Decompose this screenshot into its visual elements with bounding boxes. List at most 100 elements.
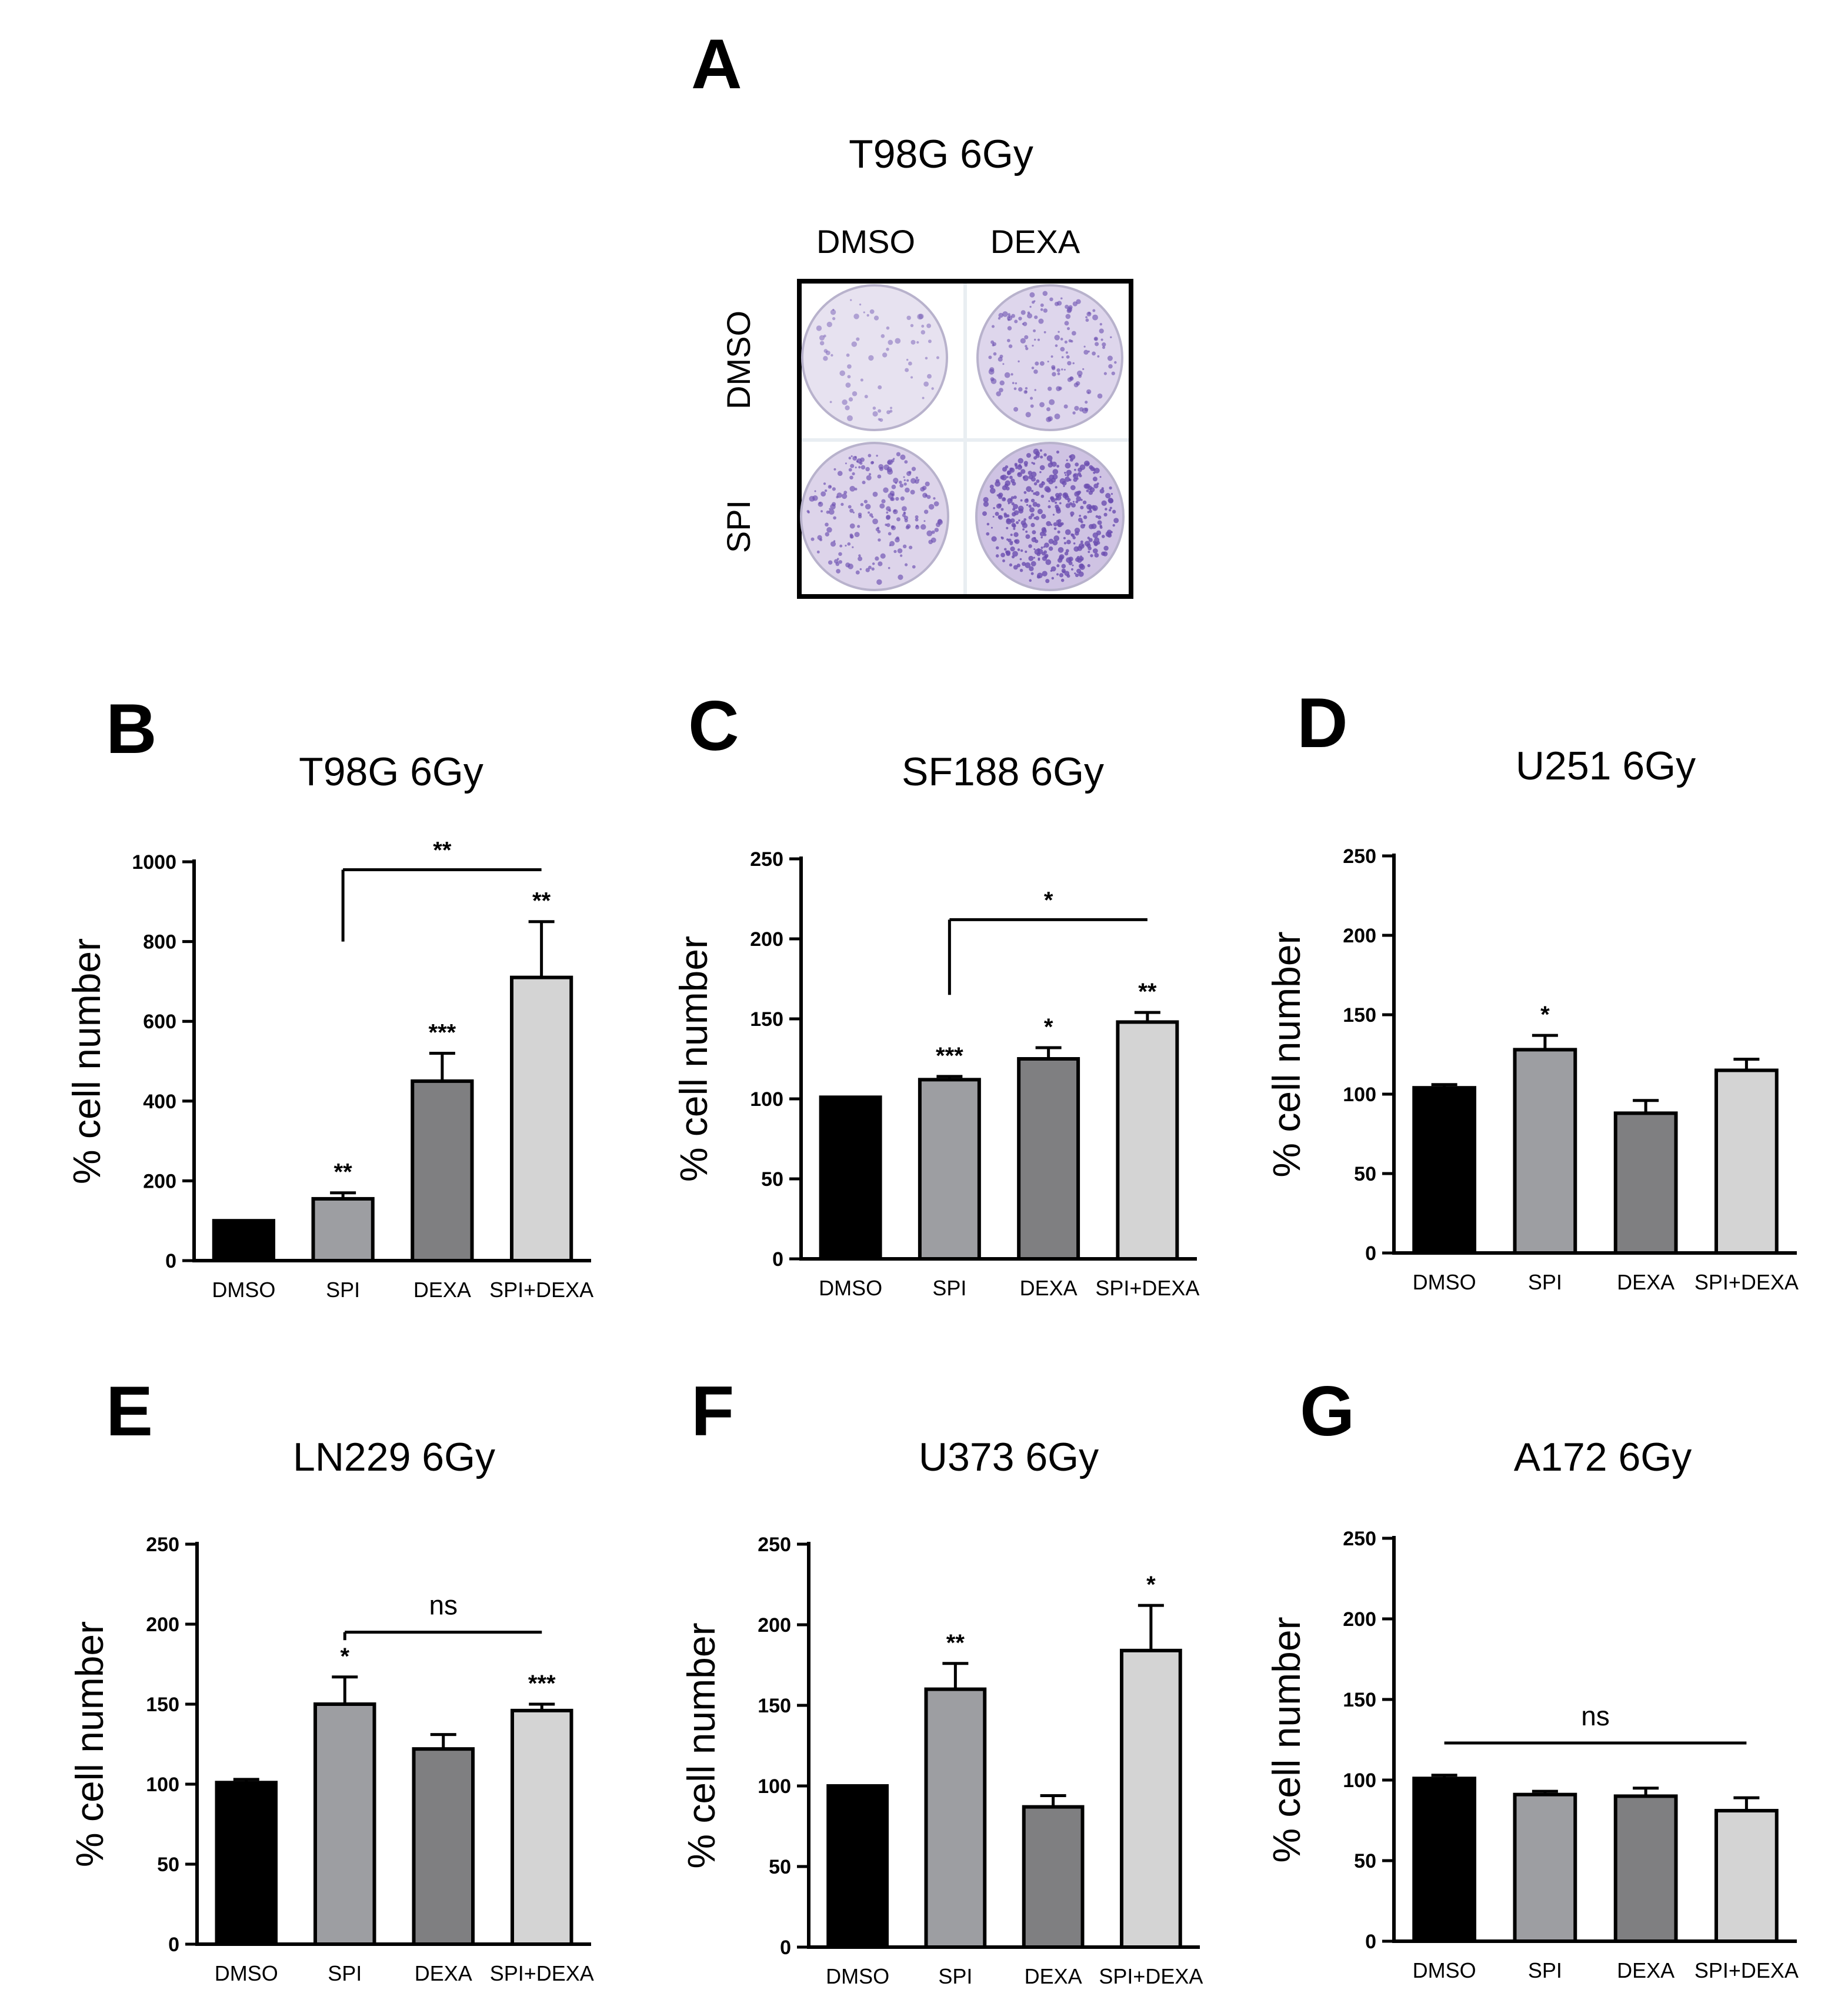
colony-dot bbox=[1082, 368, 1085, 371]
bar-spi-dexa bbox=[1714, 1068, 1779, 1255]
colony-dot bbox=[860, 503, 864, 506]
colony-dot bbox=[1010, 373, 1013, 376]
colony-dot bbox=[905, 487, 910, 493]
colony-dot bbox=[1055, 504, 1059, 509]
colony-dot bbox=[850, 464, 855, 468]
colony-dot bbox=[1051, 365, 1056, 369]
colony-dot bbox=[1039, 402, 1045, 408]
significance-label: *** bbox=[936, 1043, 963, 1069]
colony-dot bbox=[912, 565, 916, 569]
colony-dot bbox=[1109, 506, 1112, 509]
colony-dot bbox=[1025, 346, 1029, 351]
colony-dot bbox=[826, 321, 832, 328]
colony-dot bbox=[847, 542, 851, 546]
colony-dot bbox=[1070, 511, 1075, 516]
colony-dot bbox=[992, 515, 995, 518]
colony-dot bbox=[1006, 518, 1011, 523]
colony-dot bbox=[845, 382, 851, 388]
colony-dot bbox=[860, 378, 863, 382]
y-axis-label: % cell number bbox=[679, 1622, 723, 1868]
y-tick-label: 50 bbox=[769, 1856, 791, 1878]
colony-dot bbox=[995, 479, 1000, 484]
colony-dot bbox=[1099, 476, 1102, 478]
colony-dot bbox=[880, 553, 886, 559]
colony-dot bbox=[839, 370, 846, 376]
colony-dot bbox=[998, 317, 1001, 320]
colony-dot bbox=[1025, 390, 1028, 393]
x-tick-label: DMSO bbox=[826, 1964, 889, 1988]
colony-dot bbox=[1013, 495, 1017, 499]
colony-dot bbox=[886, 410, 890, 415]
colony-dot bbox=[1061, 564, 1066, 569]
colony-dot bbox=[991, 536, 997, 542]
colony-dot bbox=[1080, 520, 1083, 524]
colony-dot bbox=[868, 355, 874, 361]
colony-dot bbox=[1099, 488, 1105, 494]
colony-dot bbox=[1076, 370, 1083, 376]
colony-dot bbox=[1004, 548, 1007, 551]
colony-dot bbox=[823, 356, 828, 361]
colony-dot bbox=[820, 510, 823, 513]
colony-dot bbox=[895, 537, 900, 543]
colony-dot bbox=[883, 487, 889, 493]
colony-dot bbox=[1074, 527, 1080, 534]
colony-dot bbox=[849, 486, 856, 492]
colony-dot bbox=[1065, 529, 1071, 535]
colony-dot bbox=[1018, 360, 1020, 363]
colony-dot bbox=[858, 515, 862, 519]
chart-title: T98G 6Gy bbox=[299, 749, 483, 794]
colony-dot bbox=[1001, 474, 1007, 481]
colony-dot bbox=[1065, 474, 1067, 476]
colony-dot bbox=[842, 399, 848, 405]
colony-dot bbox=[1006, 526, 1009, 529]
colony-dot bbox=[982, 511, 987, 516]
colony-dot bbox=[1097, 393, 1103, 399]
colony-dot bbox=[1069, 478, 1072, 482]
colony-dot bbox=[1055, 498, 1058, 501]
x-tick-label: DEXA bbox=[1020, 1276, 1078, 1300]
colony-dot bbox=[1029, 579, 1032, 582]
x-tick-label: SPI+DEXA bbox=[490, 1961, 594, 1985]
colony-dot bbox=[1033, 300, 1036, 302]
colony-dot bbox=[1038, 318, 1044, 324]
colony-dot bbox=[857, 525, 860, 528]
colony-dot bbox=[845, 544, 847, 547]
colony-dot bbox=[1052, 540, 1058, 546]
significance-label: ** bbox=[532, 888, 551, 914]
colony-dot bbox=[936, 356, 939, 359]
colony-dot bbox=[835, 562, 840, 566]
colony-dot bbox=[828, 509, 835, 515]
colony-dot bbox=[902, 513, 906, 518]
colony-dot bbox=[1029, 305, 1032, 308]
colony-dot bbox=[880, 334, 885, 338]
colony-dot bbox=[1063, 536, 1066, 539]
colony-dot bbox=[850, 299, 852, 301]
colony-dot bbox=[1059, 502, 1062, 505]
colony-dot bbox=[1079, 464, 1086, 471]
colony-dot bbox=[1046, 455, 1053, 461]
x-tick-label: SPI bbox=[938, 1964, 972, 1988]
colony-dot bbox=[1039, 465, 1045, 471]
colony-dot bbox=[1051, 461, 1057, 467]
colony-dot bbox=[1060, 346, 1065, 352]
colony-dot bbox=[1020, 338, 1026, 344]
colony-dot bbox=[1109, 499, 1113, 504]
colony-dot bbox=[1055, 486, 1058, 489]
colony-dot bbox=[1039, 361, 1045, 366]
colony-dot bbox=[858, 466, 861, 469]
colony-dot bbox=[986, 522, 990, 526]
colony-dot bbox=[1072, 411, 1076, 415]
colony-dot bbox=[845, 405, 850, 411]
colony-dot bbox=[1065, 314, 1071, 319]
colony-dot bbox=[1085, 318, 1089, 322]
bar-dexa bbox=[411, 1079, 474, 1263]
colony-dot bbox=[1064, 551, 1069, 556]
colony-dot bbox=[1093, 484, 1099, 489]
y-axis-label: % cell number bbox=[65, 938, 108, 1184]
colony-dot bbox=[1049, 474, 1055, 480]
colony-dot bbox=[1033, 482, 1038, 486]
colony-dot bbox=[898, 574, 903, 580]
colony-dot bbox=[858, 554, 861, 557]
colony-dot bbox=[872, 406, 876, 410]
y-tick-label: 0 bbox=[1365, 1931, 1376, 1953]
